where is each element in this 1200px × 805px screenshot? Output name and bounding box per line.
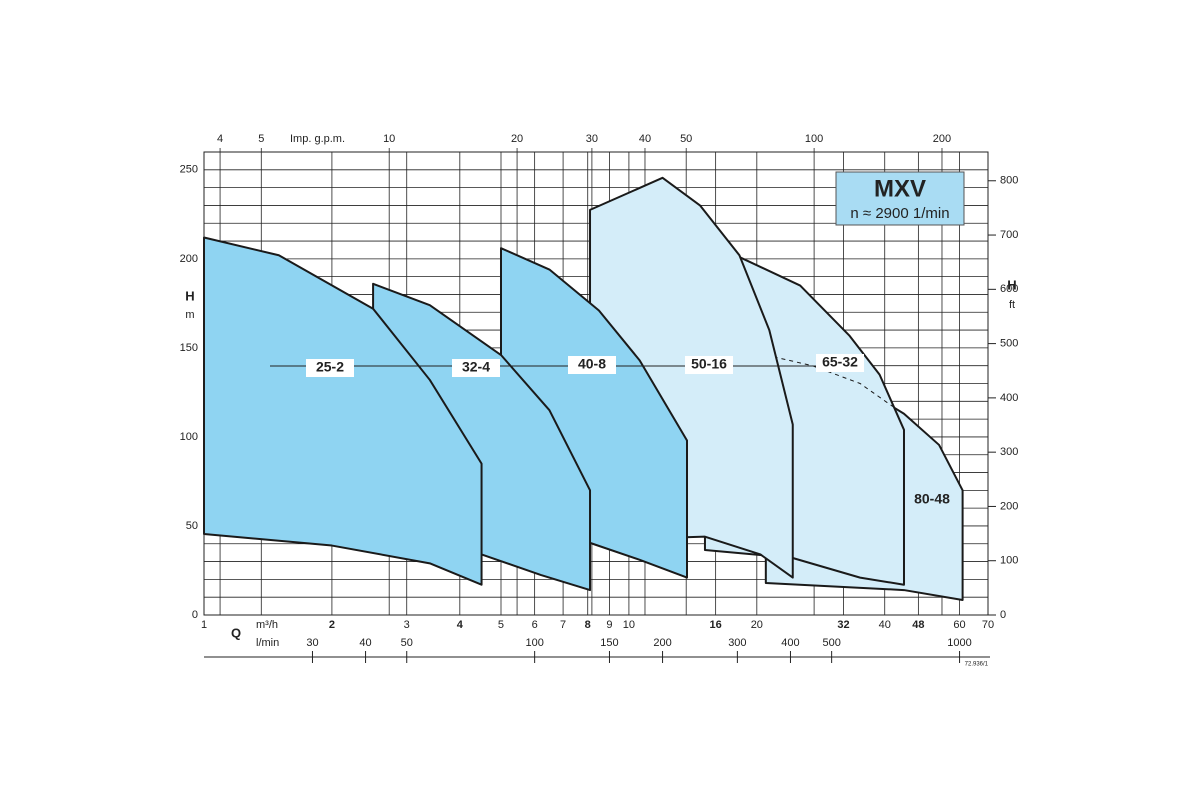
areas: [203, 176, 964, 602]
x-tick-label: 48: [912, 619, 924, 631]
note: 72.936/1: [965, 662, 989, 668]
y2-axis-label: H: [1007, 277, 1016, 292]
series-label: 40-8: [578, 356, 606, 372]
gpm-tick-label: 100: [805, 133, 823, 145]
y-tick-label: 0: [192, 609, 198, 621]
series-label: 25-2: [316, 359, 344, 375]
lpm-tick-label: 100: [525, 637, 543, 649]
lpm-tick-label: 200: [653, 637, 671, 649]
x-tick-label: 10: [623, 619, 635, 631]
y2-axis-unit: ft: [1009, 299, 1015, 311]
y-tick-label: 150: [180, 342, 198, 354]
lpm-tick-label: 150: [600, 637, 618, 649]
x-tick-label: 2: [329, 619, 335, 631]
x-tick-label: 9: [606, 619, 612, 631]
y2-tick-label: 0: [1000, 609, 1006, 621]
lpm-tick-label: 30: [306, 637, 318, 649]
x-tick-label: 32: [837, 619, 849, 631]
chart-title: MXV: [874, 175, 926, 202]
y2-tick-label: 500: [1000, 338, 1018, 350]
lpm-tick-label: 1000: [947, 637, 971, 649]
label-bg: [452, 359, 500, 377]
x-tick-label: 70: [982, 619, 994, 631]
y-tick-label: 100: [180, 431, 198, 443]
label-bg: [685, 356, 733, 374]
pump-range: [203, 236, 483, 586]
chart-subtitle: n ≈ 2900 1/min: [850, 205, 949, 222]
y2-tick-label: 300: [1000, 446, 1018, 458]
y2-tick-label: 200: [1000, 500, 1018, 512]
gpm-tick-label: 10: [383, 133, 395, 145]
x-tick-label: 8: [585, 619, 591, 631]
x-tick-label: 1: [201, 619, 207, 631]
y2-tick-label: 800: [1000, 175, 1018, 187]
plot-frame: [203, 151, 989, 616]
series-label: 80-48: [914, 491, 950, 507]
y-tick-label: 200: [180, 253, 198, 265]
series-label: 32-4: [462, 359, 490, 375]
y-tick-label: 50: [186, 520, 198, 532]
limit-curve: [765, 354, 899, 411]
gpm-tick-label: 20: [511, 133, 523, 145]
lpm-tick-label: 300: [728, 637, 746, 649]
y-tick-label: 250: [180, 164, 198, 176]
lpm-tick-label: 50: [401, 637, 413, 649]
y2-tick-label: 100: [1000, 555, 1018, 567]
x-tick-label: 40: [879, 619, 891, 631]
y-axis-unit: m: [185, 309, 194, 321]
y2-tick-label: 600: [1000, 283, 1018, 295]
series-label: 50-16: [691, 356, 727, 372]
x-tick-label: 16: [710, 619, 722, 631]
x-lpm-unit: l/min: [256, 637, 279, 649]
label-bg: [568, 356, 616, 374]
y2-tick-label: 700: [1000, 229, 1018, 241]
gpm-tick-label: 50: [680, 133, 692, 145]
x-tick-label: 20: [751, 619, 763, 631]
y-axis-label: H: [185, 288, 194, 303]
gpm-tick-label: 5: [258, 133, 264, 145]
x-tick-label: 7: [560, 619, 566, 631]
x-tick-label: 4: [457, 619, 464, 631]
gpm-tick-label: 4: [217, 133, 223, 145]
x-axis-label: Q: [231, 625, 241, 640]
series-labels: 25-2 32-4 40-8 50-16 65-32 80-48: [306, 354, 950, 507]
x-axis-unit: m³/h: [256, 619, 278, 631]
x-tick-label: 60: [953, 619, 965, 631]
x-tick-label: 6: [532, 619, 538, 631]
lpm-tick-label: 40: [359, 637, 371, 649]
label-bg: [306, 359, 354, 377]
gpm-tick-label: 30: [586, 133, 598, 145]
gpm-tick-label: 200: [933, 133, 951, 145]
series-label: 65-32: [822, 354, 858, 370]
gpm-tick-label: 40: [639, 133, 651, 145]
lpm-tick-label: 500: [822, 637, 840, 649]
y2-tick-label: 400: [1000, 392, 1018, 404]
x-gpm-unit: Imp. g.p.m.: [290, 133, 345, 145]
lpm-tick-label: 400: [781, 637, 799, 649]
x-tick-label: 5: [498, 619, 504, 631]
label-bg: [816, 354, 864, 372]
x-tick-label: 3: [404, 619, 410, 631]
badge: [835, 171, 965, 226]
